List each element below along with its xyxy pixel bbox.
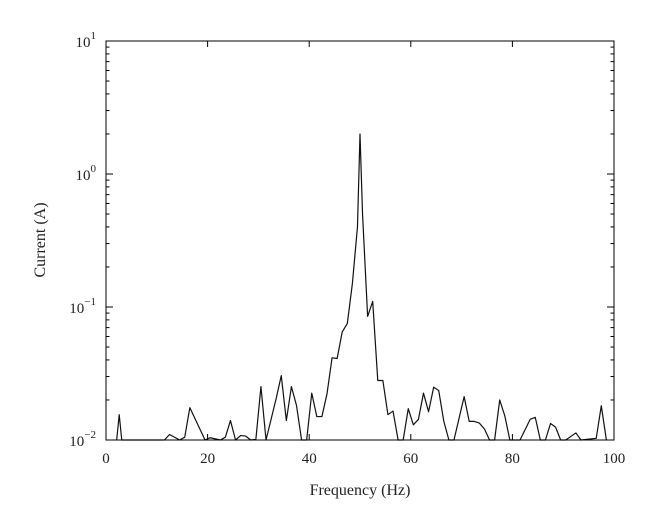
y-tick-label-1: 10−1 bbox=[69, 296, 96, 317]
tick-labels: 0 20 40 60 80 100 10−2 10−1 100 101 bbox=[69, 30, 625, 467]
y-tick-label-0: 10−2 bbox=[69, 429, 96, 450]
plot-frame bbox=[105, 40, 615, 441]
y-tick-label-3: 101 bbox=[76, 30, 97, 51]
plot-area bbox=[116, 133, 607, 441]
y-axis-label: Current (A) bbox=[32, 202, 49, 277]
x-axis-label: Frequency (Hz) bbox=[310, 482, 411, 499]
x-tick-label-20: 20 bbox=[200, 451, 215, 467]
axis-ticks bbox=[105, 40, 615, 441]
x-tick-label-40: 40 bbox=[302, 451, 317, 467]
x-tick-label-100: 100 bbox=[603, 451, 626, 467]
series-line-0 bbox=[116, 133, 607, 441]
y-tick-label-2: 100 bbox=[76, 163, 97, 184]
x-tick-label-80: 80 bbox=[505, 451, 520, 467]
x-tick-label-60: 60 bbox=[403, 451, 418, 467]
x-tick-label-0: 0 bbox=[102, 451, 110, 467]
